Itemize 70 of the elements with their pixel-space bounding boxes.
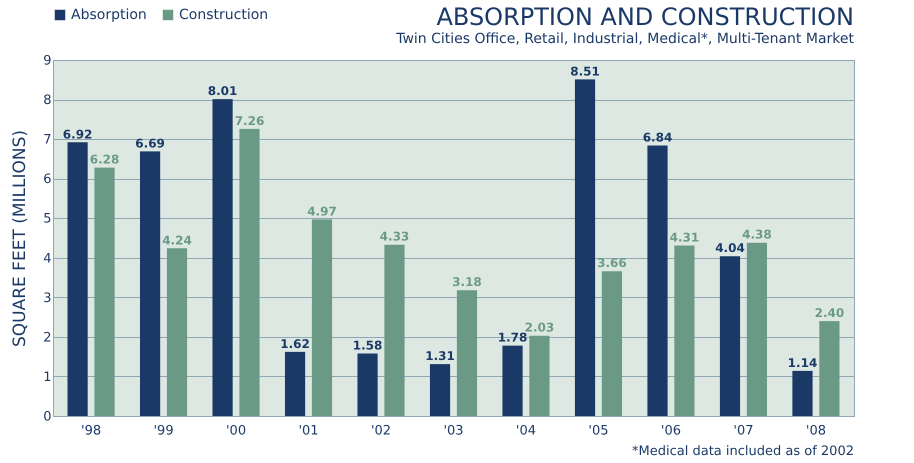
bar (166, 248, 188, 416)
bar (792, 370, 813, 416)
bar (674, 246, 695, 416)
data-label: 8.51 (570, 64, 600, 78)
y-tick-label: 0 (43, 410, 52, 424)
data-label: 4.24 (162, 233, 192, 248)
data-label: 6.69 (135, 136, 165, 150)
chart-subtitle: Twin Cities Office, Retail, Industrial, Medical*, Multi-Tenant Market (395, 31, 854, 47)
data-label: 7.26 (234, 114, 264, 128)
x-tick-label: '08 (806, 424, 826, 438)
bar (284, 352, 306, 416)
x-tick-label: '98 (80, 424, 102, 438)
data-label: 1.31 (425, 349, 455, 364)
data-label: 1.58 (352, 338, 382, 352)
bar (529, 336, 550, 416)
bar (140, 151, 160, 416)
data-label: 1.14 (788, 356, 818, 370)
y-tick-label: 4 (43, 251, 52, 266)
bar (357, 354, 378, 416)
data-label: 3.66 (597, 256, 627, 270)
legend-label: Absorption (71, 7, 147, 23)
x-tick-label: '06 (660, 424, 682, 438)
data-label: 2.40 (814, 306, 844, 320)
bar (430, 364, 450, 416)
x-tick-label: '04 (516, 424, 536, 438)
y-tick-label: 9 (43, 54, 52, 68)
y-tick-label: 6 (43, 172, 52, 188)
bar (94, 168, 115, 416)
bar (456, 290, 478, 416)
x-tick-label: '02 (370, 424, 392, 438)
x-tick-label: '07 (733, 424, 754, 438)
bar (574, 79, 596, 416)
y-tick-label: 3 (43, 290, 52, 306)
x-tick-label: '99 (153, 424, 174, 438)
data-label: 4.31 (670, 230, 700, 245)
bar (212, 99, 233, 416)
y-tick-label: 1 (43, 370, 52, 385)
bar (647, 145, 668, 416)
data-label: 1.62 (280, 336, 310, 351)
chart-title: ABSORPTION AND CONSTRUCTION (436, 3, 854, 31)
y-tick-label: 5 (43, 212, 52, 227)
bar (312, 219, 332, 416)
data-label: 6.84 (642, 130, 672, 144)
y-tick-label: 7 (43, 132, 52, 148)
data-label: 3.18 (452, 275, 482, 290)
x-tick-label: '01 (298, 424, 319, 438)
y-tick-label: 8 (43, 93, 52, 108)
y-tick-label: 2 (43, 330, 52, 346)
bar (239, 128, 260, 416)
bar (602, 271, 622, 416)
data-label: 1.78 (498, 330, 528, 345)
y-axis-title: SQUARE FEET (MILLIONS) (10, 130, 30, 348)
data-label: 4.97 (307, 204, 337, 218)
x-tick-label: '03 (443, 424, 464, 438)
bar (384, 244, 405, 416)
data-label: 4.33 (380, 230, 410, 244)
legend-label: Construction (179, 7, 268, 23)
bar (746, 242, 768, 416)
x-tick-label: '00 (226, 424, 246, 438)
bar (502, 346, 523, 416)
bar (68, 142, 88, 416)
data-label: 6.92 (62, 127, 92, 142)
data-label: 4.38 (742, 228, 772, 242)
text: *Medical data included as of 2002 (632, 444, 854, 459)
data-label: 4.04 (715, 241, 745, 256)
bar (720, 256, 740, 416)
x-tick-label: '05 (588, 424, 609, 438)
data-label: 6.28 (90, 152, 120, 167)
bar (819, 321, 840, 416)
data-label: 8.01 (208, 84, 238, 98)
